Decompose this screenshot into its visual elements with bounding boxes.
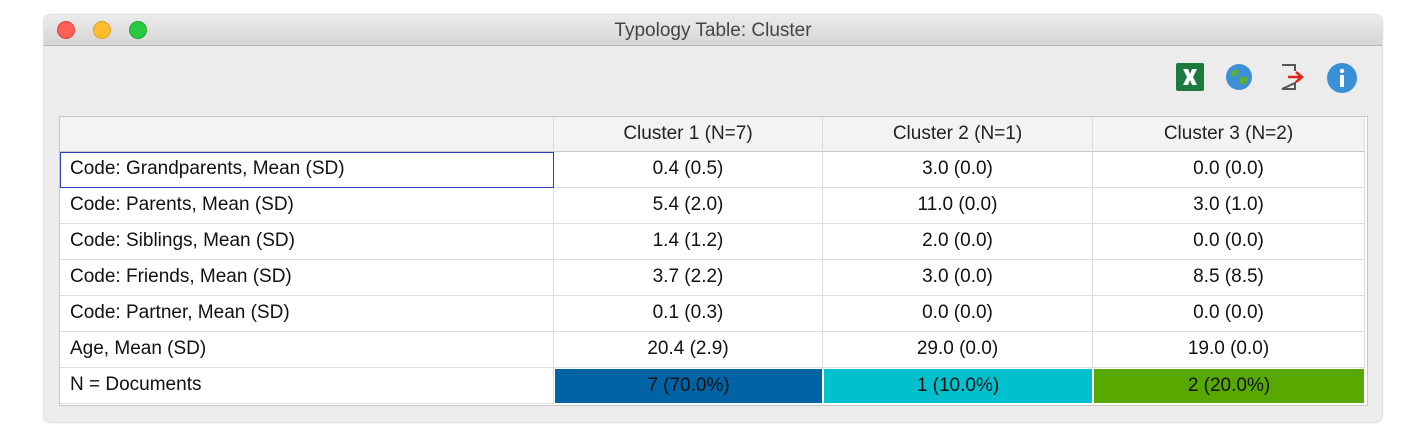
table-cell: 0.0 (0.0) bbox=[1093, 152, 1365, 188]
table-cell: 0.0 (0.0) bbox=[1093, 296, 1365, 332]
row-label[interactable]: Code: Friends, Mean (SD) bbox=[60, 260, 554, 296]
row-label[interactable]: Code: Grandparents, Mean (SD) bbox=[60, 152, 554, 188]
table-cell: 8.5 (8.5) bbox=[1093, 260, 1365, 296]
column-header[interactable]: Cluster 1 (N=7) bbox=[554, 117, 823, 152]
row-label[interactable]: Code: Siblings, Mean (SD) bbox=[60, 224, 554, 260]
table-cell: 2 (20.0%) bbox=[1093, 368, 1365, 404]
minimize-button[interactable] bbox=[93, 21, 111, 39]
table-cell: 5.4 (2.0) bbox=[554, 188, 823, 224]
table-cell: 2.0 (0.0) bbox=[823, 224, 1093, 260]
row-label[interactable]: Age, Mean (SD) bbox=[60, 332, 554, 368]
zoom-button[interactable] bbox=[129, 21, 147, 39]
row-label[interactable]: N = Documents bbox=[60, 368, 554, 404]
table-cell: 1.4 (1.2) bbox=[554, 224, 823, 260]
row-label[interactable]: Code: Partner, Mean (SD) bbox=[60, 296, 554, 332]
table-cell: 1 (10.0%) bbox=[823, 368, 1093, 404]
table-cell: 0.1 (0.3) bbox=[554, 296, 823, 332]
table-cell: 29.0 (0.0) bbox=[823, 332, 1093, 368]
table-cell: 19.0 (0.0) bbox=[1093, 332, 1365, 368]
table-cell: 7 (70.0%) bbox=[554, 368, 823, 404]
table-cell: 20.4 (2.9) bbox=[554, 332, 823, 368]
table-cell: 3.0 (0.0) bbox=[823, 260, 1093, 296]
table-cell: 0.0 (0.0) bbox=[823, 296, 1093, 332]
typology-table: Cluster 1 (N=7) Cluster 2 (N=1) Cluster 3 … bbox=[59, 116, 1368, 406]
table-cell: 0.4 (0.5) bbox=[554, 152, 823, 188]
window: Typology Table: Cluster Cluster 1 (N=7) C… bbox=[44, 15, 1382, 422]
table-cell: 3.0 (1.0) bbox=[1093, 188, 1365, 224]
table-cell: 0.0 (0.0) bbox=[1093, 224, 1365, 260]
close-button[interactable] bbox=[57, 21, 75, 39]
window-title: Typology Table: Cluster bbox=[614, 20, 812, 41]
table-cell: 3.7 (2.2) bbox=[554, 260, 823, 296]
table-cell: 3.0 (0.0) bbox=[823, 152, 1093, 188]
row-label[interactable]: Code: Parents, Mean (SD) bbox=[60, 188, 554, 224]
column-header[interactable]: Cluster 3 (N=2) bbox=[1093, 117, 1365, 152]
web-export-button[interactable] bbox=[1224, 62, 1254, 92]
excel-export-button[interactable] bbox=[1175, 62, 1205, 92]
title-bar: Typology Table: Cluster bbox=[44, 15, 1382, 46]
header-corner bbox=[60, 117, 554, 152]
info-button[interactable] bbox=[1326, 62, 1358, 94]
export-button[interactable] bbox=[1277, 62, 1307, 92]
table-cell: 11.0 (0.0) bbox=[823, 188, 1093, 224]
column-header[interactable]: Cluster 2 (N=1) bbox=[823, 117, 1093, 152]
